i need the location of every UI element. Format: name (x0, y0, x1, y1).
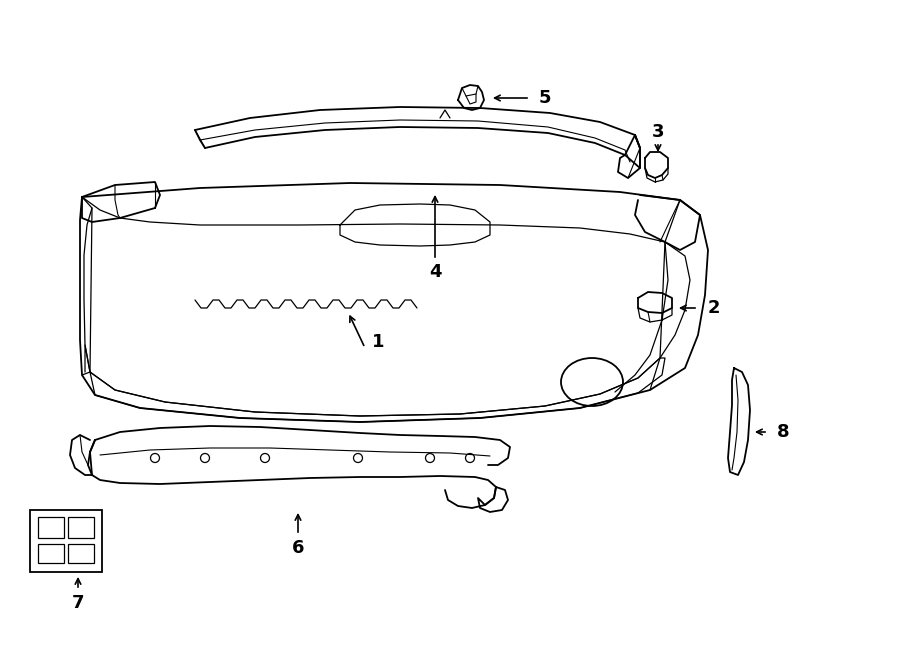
Polygon shape (30, 510, 102, 572)
Text: 1: 1 (372, 333, 384, 351)
Text: 6: 6 (292, 539, 304, 557)
Polygon shape (38, 517, 64, 538)
Polygon shape (68, 544, 94, 563)
Text: 3: 3 (652, 123, 664, 141)
Polygon shape (38, 544, 64, 563)
Text: 4: 4 (428, 263, 441, 281)
Text: 8: 8 (777, 423, 789, 441)
Polygon shape (68, 517, 94, 538)
Text: 7: 7 (72, 594, 85, 612)
Text: 5: 5 (539, 89, 551, 107)
Text: 2: 2 (707, 299, 720, 317)
